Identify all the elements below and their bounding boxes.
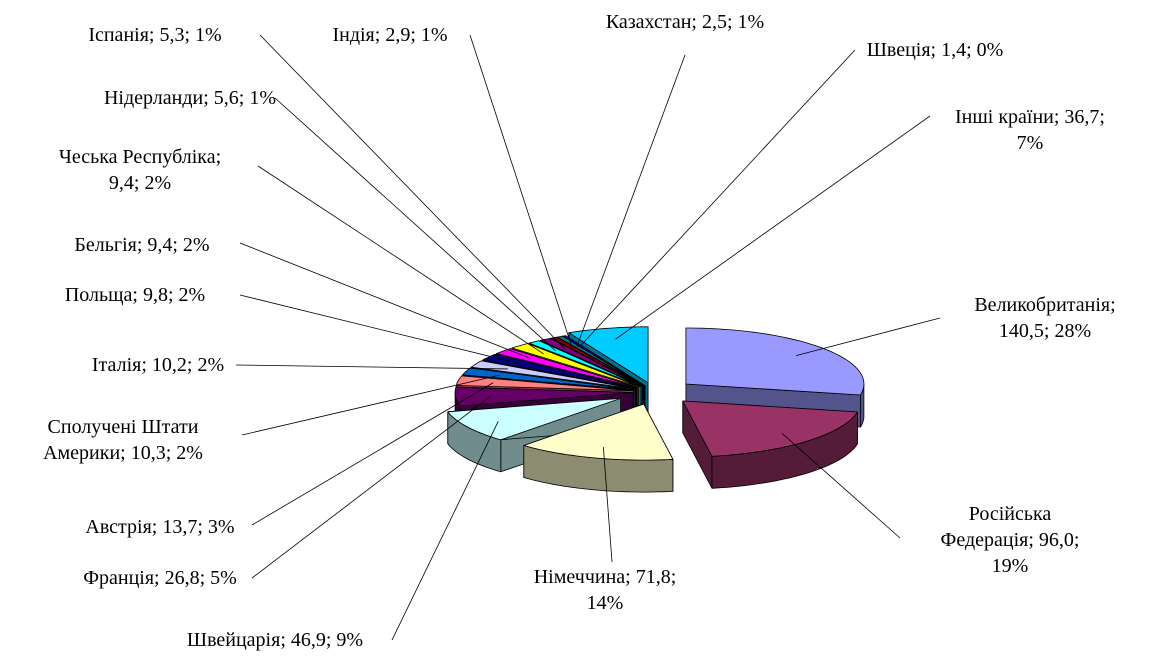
data-label: Швейцарія; 46,9; 9% bbox=[186, 629, 364, 651]
slice bbox=[539, 337, 644, 387]
leader-line bbox=[259, 34, 566, 350]
leader-line bbox=[235, 364, 508, 370]
slice bbox=[528, 340, 643, 387]
data-label: Казахстан; 2,5; 1% bbox=[605, 11, 765, 33]
leader-line bbox=[239, 242, 531, 359]
data-label: Інші країни; 36,7; 7% bbox=[955, 106, 1105, 154]
data-label: Нідерланди; 5,6; 1% bbox=[103, 87, 277, 109]
slice bbox=[685, 327, 865, 396]
leader-line bbox=[469, 34, 573, 348]
leader-line bbox=[239, 294, 519, 364]
leader-line bbox=[391, 421, 499, 641]
leader-line bbox=[274, 97, 556, 352]
slice bbox=[568, 326, 649, 384]
data-label: Індія; 2,9; 1% bbox=[332, 24, 448, 46]
slice bbox=[454, 386, 634, 407]
leader-line bbox=[576, 54, 686, 347]
data-label: Сполучені Штати Америки; 10,3; 2% bbox=[43, 416, 203, 464]
leader-line bbox=[251, 395, 492, 579]
leader-line bbox=[251, 382, 494, 526]
data-label: Бельгія; 9,4; 2% bbox=[74, 234, 210, 256]
data-label: Великобританія; 140,5; 28% bbox=[974, 294, 1116, 342]
leader-line bbox=[602, 447, 613, 563]
leader-line bbox=[795, 317, 941, 357]
data-label: Польща; 9,8; 2% bbox=[64, 284, 206, 306]
data-label: Австрія; 13,7; 3% bbox=[85, 516, 235, 538]
data-label: Франція; 26,8; 5% bbox=[83, 567, 237, 589]
slice bbox=[523, 403, 674, 461]
leader-line bbox=[257, 165, 544, 355]
data-label: Швеція; 1,4; 0% bbox=[866, 39, 1004, 61]
leader-line bbox=[781, 432, 901, 539]
leader-line bbox=[615, 115, 931, 340]
data-label: Німеччина; 71,8; 14% bbox=[533, 566, 677, 614]
slice bbox=[557, 335, 645, 387]
slice bbox=[682, 400, 858, 457]
slice bbox=[470, 360, 636, 390]
slice bbox=[482, 353, 638, 389]
leader-line bbox=[580, 49, 856, 347]
data-label: Італія; 10,2; 2% bbox=[91, 354, 225, 376]
leader-line bbox=[241, 374, 500, 436]
data-label: Російська Федерація; 96,0; 19% bbox=[940, 503, 1080, 577]
slice bbox=[496, 348, 639, 388]
data-label: Іспанія; 5,3; 1% bbox=[88, 24, 222, 46]
data-label: Чеська Республіка; 9,4; 2% bbox=[58, 146, 222, 194]
